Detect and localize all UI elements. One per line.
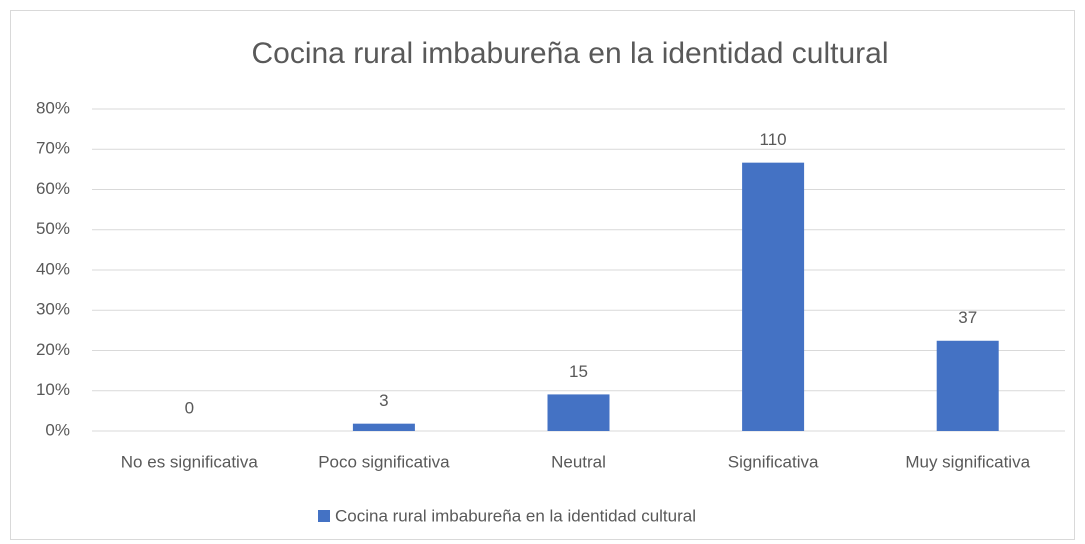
x-tick-label: No es significativa [121,452,259,471]
x-tick-label: Neutral [551,452,606,471]
y-tick-label: 30% [36,300,70,319]
chart-title: Cocina rural imbabureña en la identidad … [251,37,888,70]
x-tick-label: Poco significativa [318,452,450,471]
y-tick-label: 70% [36,139,70,158]
bar [547,394,610,431]
y-tick-label: 20% [36,340,70,359]
data-label: 37 [958,308,977,327]
legend-label: Cocina rural imbabureña en la identidad … [335,506,696,525]
y-tick-label: 0% [45,420,70,439]
y-tick-label: 40% [36,259,70,278]
x-tick-label: Muy significativa [905,452,1030,471]
y-tick-label: 80% [36,98,70,117]
y-tick-label: 60% [36,179,70,198]
chart-border [10,10,1075,540]
bar [936,340,999,431]
bar [742,162,805,431]
data-label: 3 [379,391,388,410]
data-label: 110 [760,130,787,149]
data-label: 0 [185,398,194,417]
legend-swatch [318,510,330,522]
y-tick-label: 10% [36,380,70,399]
x-tick-label: Significativa [728,452,819,471]
bar [352,423,415,431]
y-tick-label: 50% [36,219,70,238]
data-label: 15 [569,362,588,381]
